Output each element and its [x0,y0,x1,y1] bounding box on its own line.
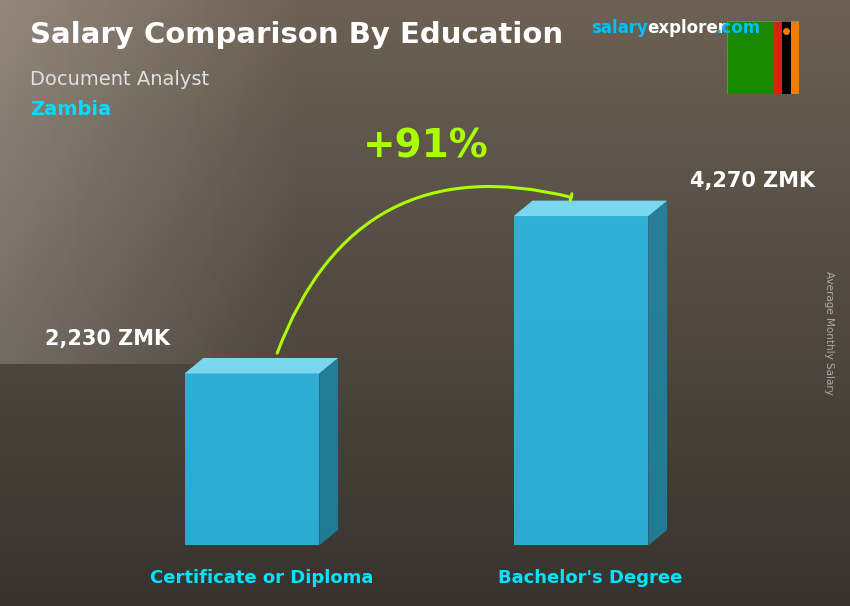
Polygon shape [649,201,667,545]
Polygon shape [320,358,338,545]
Text: Salary Comparison By Education: Salary Comparison By Education [30,21,563,49]
Text: explorer: explorer [648,19,727,38]
Text: Average Monthly Salary: Average Monthly Salary [824,271,834,395]
Bar [513,216,649,545]
Text: Document Analyst: Document Analyst [30,70,209,88]
Bar [774,21,782,94]
Polygon shape [513,201,667,216]
Text: Bachelor's Degree: Bachelor's Degree [498,568,683,587]
Text: .com: .com [716,19,761,38]
Text: Zambia: Zambia [30,100,110,119]
Text: +91%: +91% [363,128,489,165]
Polygon shape [184,358,338,373]
Bar [184,373,320,545]
Text: Certificate or Diploma: Certificate or Diploma [150,568,373,587]
Bar [782,21,790,94]
Text: salary: salary [591,19,648,38]
Bar [790,21,799,94]
Text: 2,230 ZMK: 2,230 ZMK [44,328,170,348]
Text: 4,270 ZMK: 4,270 ZMK [689,171,814,191]
